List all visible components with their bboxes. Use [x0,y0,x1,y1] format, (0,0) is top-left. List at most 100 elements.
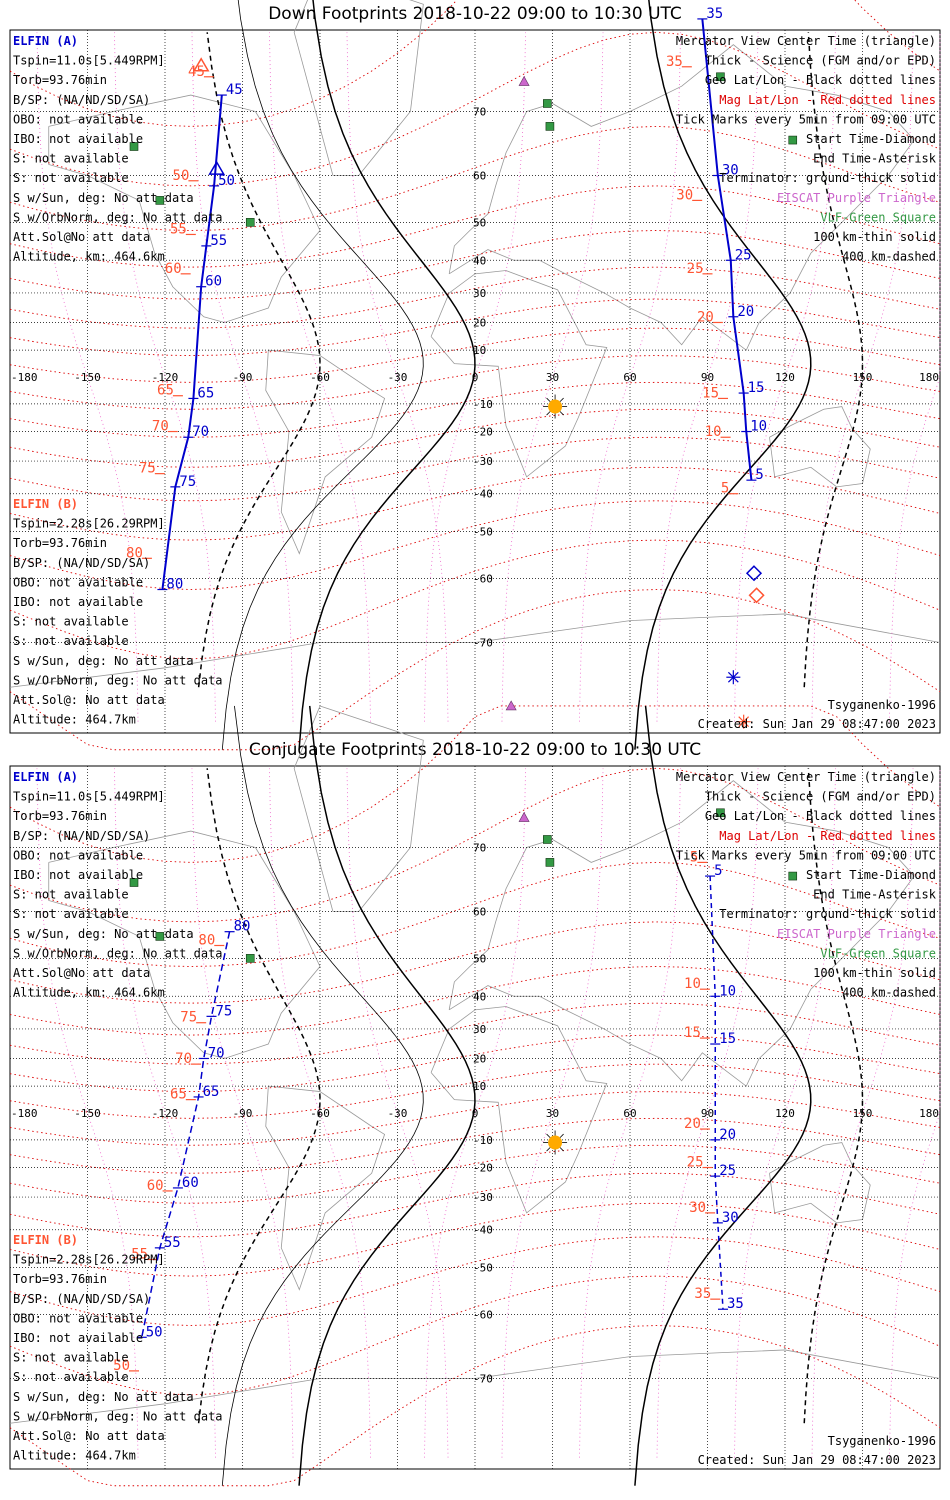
vlf-square [543,99,552,108]
tick-label: 15 [748,380,765,396]
lat-tick-label: -50 [473,1262,493,1275]
tick-label: 10 [719,983,736,999]
lat-tick-label: -40 [473,488,493,501]
coastline [48,830,321,1059]
elfin-b-east-track: 5 10 15 20 25 30 35 [684,849,721,1302]
map-panel-conjugate: -180 -150 -120 -90 -60 -30 0 30 60 90 120 150 180706… [9,700,941,1487]
lat-tick-label: -70 [473,637,493,650]
elfin-a-info-line: B/SP: (NA/ND/SD/SA) [13,829,150,843]
elfin-a-info-line: IBO: not available [13,132,143,146]
coastline [769,406,871,488]
lat-tick-label: 50 [473,952,486,965]
terminator-100km-line [221,705,424,1486]
legend-entry: End Time-Asterisk [813,152,937,166]
panel-title-conjugate: Conjugate Footprints 2018-10-22 09:00 to… [248,740,702,760]
elfin-b-info-line: S w/OrbNorm, deg: No att data [13,1409,223,1423]
lat-tick-label: 40 [473,254,486,267]
elfin-a-info-line: OBO: not available [13,848,143,862]
tick-label: 30 [689,1200,706,1216]
elfin-a-info-line: S: not available [13,888,129,902]
eiscat-triangle [518,811,530,822]
lat-tick-label: 70 [473,105,486,118]
sun-icon [548,399,563,414]
tick-label: 5 [721,481,729,497]
lat-tick-label: 40 [473,990,486,1003]
sun-ray [559,1133,564,1138]
legend-entry: 400 km-dashed [842,986,936,1000]
tick-label: 15 [702,385,719,401]
elfin-a-west-track: 45 50 55 60 65 70 75 80 [157,82,243,593]
tick-label: 15 [684,1025,701,1041]
tick-label: 50 [146,1324,163,1340]
elfin-b-west-track: 45 50 55 60 65 70 75 80 [126,64,214,561]
tick-label: 35 [727,1296,744,1312]
legend-entry: Thick - Science (FGM and/or EPD) [705,54,936,68]
tick-label: 65 [170,1087,187,1103]
map-panel-down: -180 -150 -120 -90 -60 -30 0 30 60 90 120 150 180706… [9,0,941,751]
tick-label: 50 [113,1358,130,1374]
sun-icon [548,1135,563,1150]
tick-label: 65 [197,385,214,401]
vlf-square [788,135,798,145]
elfin-b-info-line: Torb=93.76min [13,536,107,550]
tick-label: 75 [180,1010,197,1026]
tick-label: 30 [722,163,739,179]
elfin-a-label: ELFIN (A) [13,34,78,48]
lon-tick-label: -90 [233,1107,253,1120]
lon-tick-label: -60 [310,1107,330,1120]
elfin-b-info-line: S w/Sun, deg: No att data [13,1390,194,1404]
mag-lat-line [9,1325,941,1487]
elfin-b-info-line: IBO: not available [13,1331,143,1345]
tick-label: 70 [175,1051,192,1067]
elfin-a-east-track: 5 10 15 20 25 30 35 [705,863,744,1312]
legend-entry: Thick - Science (FGM and/or EPD) [705,790,936,804]
legend-entry: Mercator View Center Time (triangle) [676,34,936,48]
elfin-b-info-line: Att.Sol@: No att data [13,693,165,707]
mag-lat-line [9,1063,941,1119]
sun-ray [546,1133,551,1138]
tick-label: 70 [152,419,169,435]
tick-label: 25 [687,1155,704,1171]
lat-tick-label: 50 [473,216,486,229]
coastline [448,44,915,351]
vlf-square [245,218,255,227]
legend-entry: Mag Lat/Lon - Red dotted lines [719,93,936,107]
lat-tick-label: 60 [473,906,486,919]
tick-label: 5 [690,849,698,865]
tick-label: 65 [157,383,174,399]
sun-ray [546,411,551,416]
lat-tick-label: -60 [473,572,493,585]
elfin-b-info-line: S: not available [13,634,129,648]
lat-tick-label: 30 [473,287,486,300]
tick-label: 65 [203,1084,220,1100]
lon-tick-label: 60 [623,1107,636,1120]
tick-label: 80 [166,577,183,593]
legend-entry: 100 km-thin solid [813,230,936,244]
elfin-b-label: ELFIN (B) [13,497,78,511]
lat-tick-label: 60 [473,170,486,183]
lon-tick-label: 0 [472,1107,479,1120]
lat-tick-label: -70 [473,1373,493,1386]
lon-tick-label: 120 [775,1107,795,1120]
end-asterisk [727,671,739,683]
lon-tick-label: -90 [233,371,253,384]
lon-tick-label: 180 [919,371,939,384]
lat-tick-label: -50 [473,526,493,539]
elfin-a-info-line: Torb=93.76min [13,809,107,823]
elfin-b-info-line: B/SP: (NA/ND/SD/SA) [13,556,150,570]
tick-label: 20 [697,309,714,325]
lon-tick-label: 90 [701,1107,714,1120]
lon-tick-label: 60 [623,371,636,384]
tick-label: 20 [737,304,754,320]
legend-entry: 100 km-thin solid [813,966,936,980]
coastline [769,1142,871,1224]
tick-label: 75 [216,1003,233,1019]
vlf-square [129,142,139,151]
sun-ray [546,397,551,402]
terminator-line [298,705,476,1486]
elfin-a-info-line: Att.Sol@No att data [13,966,150,980]
legend-entry: EISCAT Purple Triangle [777,927,936,941]
model-label: Tsyganenko-1996 [828,1434,936,1448]
start-diamond [745,565,763,582]
